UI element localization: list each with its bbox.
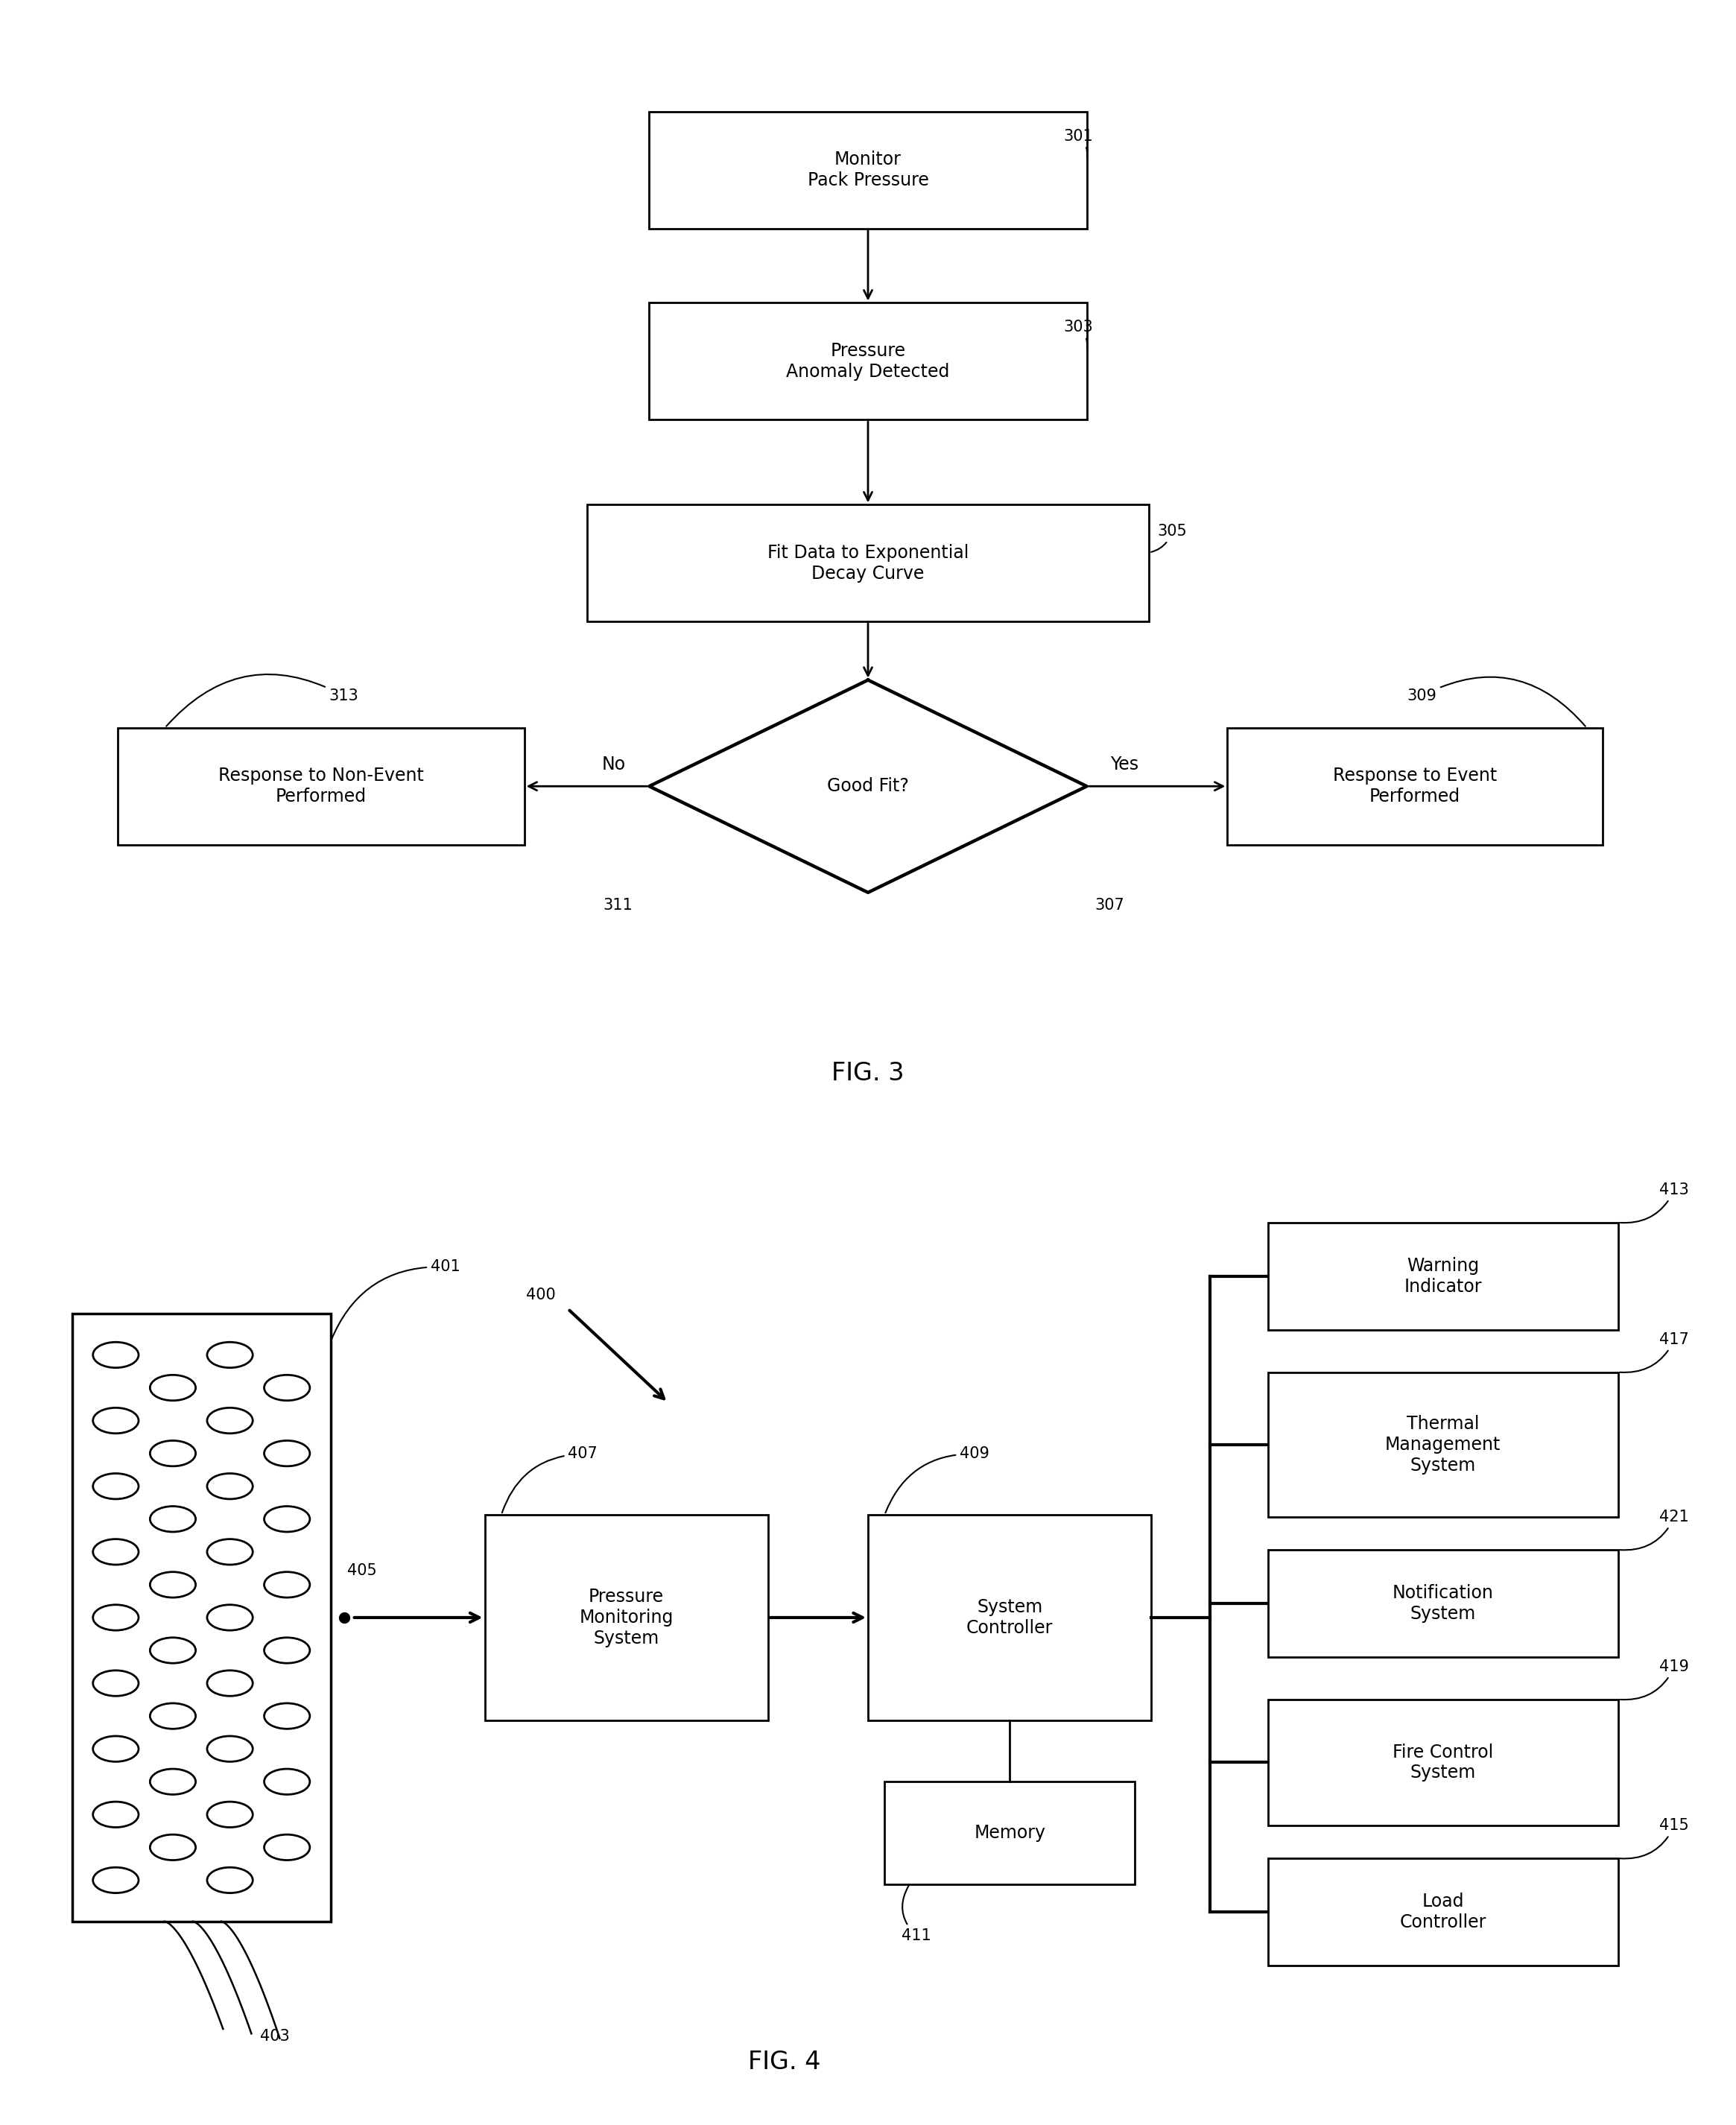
Text: Pressure
Monitoring
System: Pressure Monitoring System bbox=[580, 1587, 674, 1647]
Text: 407: 407 bbox=[502, 1447, 597, 1513]
Text: Response to Event
Performed: Response to Event Performed bbox=[1333, 767, 1496, 805]
Text: Fit Data to Exponential
Decay Curve: Fit Data to Exponential Decay Curve bbox=[767, 544, 969, 582]
Text: 411: 411 bbox=[901, 1885, 930, 1942]
Text: 305: 305 bbox=[1151, 523, 1187, 552]
FancyBboxPatch shape bbox=[73, 1313, 330, 1921]
FancyBboxPatch shape bbox=[1267, 1549, 1618, 1658]
Text: 415: 415 bbox=[1620, 1819, 1689, 1859]
Polygon shape bbox=[649, 680, 1087, 892]
Text: Warning
Indicator: Warning Indicator bbox=[1404, 1258, 1483, 1296]
FancyBboxPatch shape bbox=[1267, 1700, 1618, 1825]
Text: Yes: Yes bbox=[1111, 756, 1139, 774]
Text: Fire Control
System: Fire Control System bbox=[1392, 1742, 1493, 1781]
Text: Notification
System: Notification System bbox=[1392, 1585, 1493, 1624]
Text: 405: 405 bbox=[347, 1564, 377, 1579]
Text: Monitor
Pack Pressure: Monitor Pack Pressure bbox=[807, 151, 929, 189]
FancyBboxPatch shape bbox=[484, 1515, 767, 1721]
Text: 417: 417 bbox=[1620, 1332, 1689, 1373]
Text: 303: 303 bbox=[1062, 319, 1094, 349]
FancyBboxPatch shape bbox=[649, 302, 1087, 421]
Text: 311: 311 bbox=[602, 897, 634, 914]
Text: 403: 403 bbox=[260, 2029, 290, 2044]
FancyBboxPatch shape bbox=[587, 506, 1149, 620]
Text: Load
Controller: Load Controller bbox=[1399, 1893, 1486, 1932]
Text: 421: 421 bbox=[1620, 1509, 1689, 1549]
Text: No: No bbox=[602, 756, 627, 774]
Text: 419: 419 bbox=[1620, 1660, 1689, 1700]
Text: 409: 409 bbox=[885, 1447, 990, 1513]
Text: 307: 307 bbox=[1094, 897, 1125, 914]
Text: 301: 301 bbox=[1062, 128, 1094, 157]
Text: 400: 400 bbox=[526, 1288, 556, 1303]
Text: Response to Non-Event
Performed: Response to Non-Event Performed bbox=[219, 767, 424, 805]
FancyBboxPatch shape bbox=[1267, 1222, 1618, 1330]
FancyBboxPatch shape bbox=[118, 727, 524, 846]
Text: Good Fit?: Good Fit? bbox=[826, 778, 910, 795]
Text: 401: 401 bbox=[332, 1260, 460, 1339]
Text: 313: 313 bbox=[167, 674, 359, 727]
Text: 413: 413 bbox=[1620, 1182, 1689, 1222]
FancyBboxPatch shape bbox=[1267, 1857, 1618, 1966]
FancyBboxPatch shape bbox=[1267, 1373, 1618, 1517]
Text: Pressure
Anomaly Detected: Pressure Anomaly Detected bbox=[786, 342, 950, 380]
FancyBboxPatch shape bbox=[1227, 727, 1602, 846]
Text: Memory: Memory bbox=[974, 1823, 1045, 1842]
Text: System
Controller: System Controller bbox=[967, 1598, 1054, 1636]
Text: FIG. 3: FIG. 3 bbox=[832, 1060, 904, 1086]
FancyBboxPatch shape bbox=[868, 1515, 1151, 1721]
FancyBboxPatch shape bbox=[885, 1781, 1135, 1885]
Text: FIG. 4: FIG. 4 bbox=[748, 2048, 821, 2074]
Text: Thermal
Management
System: Thermal Management System bbox=[1385, 1415, 1502, 1475]
Text: 309: 309 bbox=[1406, 678, 1585, 727]
FancyBboxPatch shape bbox=[649, 110, 1087, 230]
